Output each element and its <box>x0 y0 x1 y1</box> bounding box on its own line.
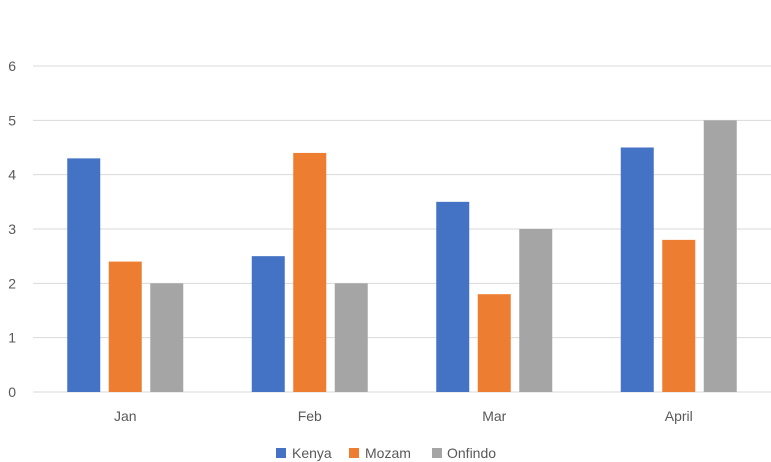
legend-label-mozam: Mozam <box>365 445 411 461</box>
y-tick-label: 1 <box>8 330 16 346</box>
bar-mozam-mar <box>477 294 511 392</box>
bar-mozam-jan <box>108 261 142 392</box>
gridlines <box>33 65 771 393</box>
bar-kenya-mar <box>436 201 470 392</box>
y-tick-label: 2 <box>8 275 16 291</box>
bar-kenya-april <box>620 147 654 392</box>
bar-onfindo-jan <box>150 283 184 392</box>
legend: Kenya Mozam Onfindo <box>276 445 496 461</box>
y-tick-label: 3 <box>8 221 16 237</box>
y-tick-label: 0 <box>8 384 16 400</box>
y-tick-label: 6 <box>8 58 16 74</box>
legend-label-kenya: Kenya <box>292 445 332 461</box>
y-tick-label: 4 <box>8 167 16 183</box>
x-tick-label: Feb <box>298 408 322 424</box>
bar-onfindo-mar <box>519 229 553 392</box>
bar-mozam-feb <box>293 152 327 392</box>
y-tick-label: 5 <box>8 112 16 128</box>
x-tick-label: Jan <box>114 408 137 424</box>
y-axis: 0 1 2 3 4 5 6 <box>8 58 16 400</box>
legend-swatch-kenya <box>276 448 286 458</box>
legend-swatch-mozam <box>349 448 359 458</box>
legend-swatch-onfindo <box>432 448 442 458</box>
x-tick-label: Mar <box>482 408 506 424</box>
bar-kenya-jan <box>67 158 101 392</box>
bars <box>67 120 737 392</box>
legend-label-onfindo: Onfindo <box>447 445 496 461</box>
x-axis: Jan Feb Mar April <box>114 408 693 424</box>
bar-mozam-april <box>662 239 696 392</box>
bar-onfindo-april <box>703 120 737 392</box>
bar-onfindo-feb <box>334 283 368 392</box>
x-tick-label: April <box>665 408 693 424</box>
bar-kenya-feb <box>251 256 285 392</box>
